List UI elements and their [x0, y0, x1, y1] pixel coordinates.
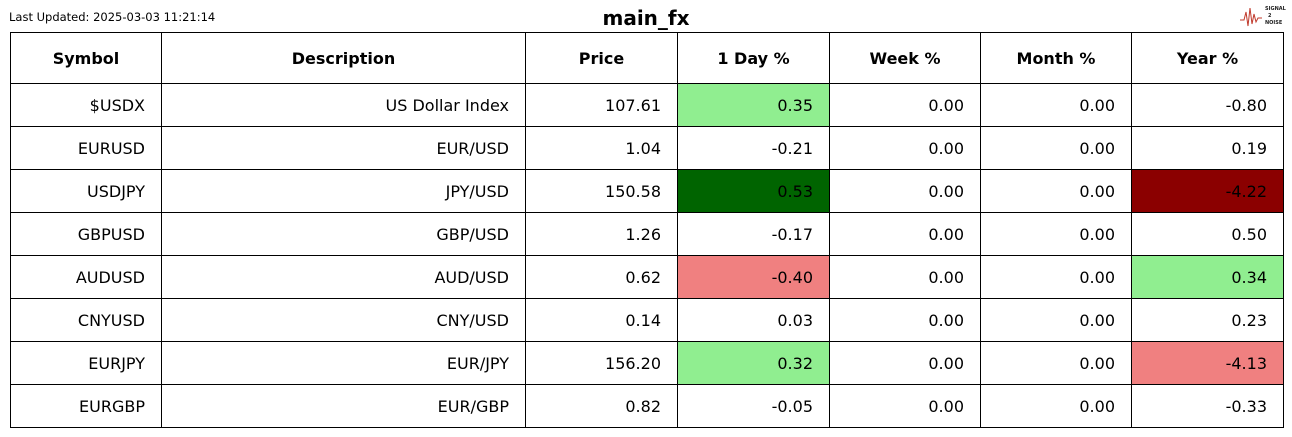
table-cell: 0.00 — [980, 212, 1132, 256]
table-body: $USDX US Dollar Index 107.61 0.35 0.00 0.00 -0… — [10, 83, 1284, 428]
table-cell: USDJPY — [10, 169, 162, 213]
table-cell: 0.00 — [829, 298, 981, 342]
column-header: Year % — [1131, 32, 1284, 84]
column-header: Description — [161, 32, 526, 84]
table-cell: -0.21 — [677, 126, 830, 170]
table-cell: -0.33 — [1131, 384, 1284, 428]
table-cell: GBPUSD — [10, 212, 162, 256]
table-cell: EURJPY — [10, 341, 162, 385]
table-row: USDJPY JPY/USD 150.58 0.53 0.00 0.00 -4.22 — [10, 169, 1284, 213]
table-cell: EURGBP — [10, 384, 162, 428]
table-cell: CNY/USD — [161, 298, 526, 342]
logo-text: 2 — [1268, 13, 1272, 19]
table-cell: 0.00 — [980, 255, 1132, 299]
table-cell: EURUSD — [10, 126, 162, 170]
table-cell: 0.00 — [980, 169, 1132, 213]
table-cell: GBP/USD — [161, 212, 526, 256]
table-row: $USDX US Dollar Index 107.61 0.35 0.00 0.00 -0… — [10, 83, 1284, 127]
table-cell: 107.61 — [525, 83, 678, 127]
table-cell: $USDX — [10, 83, 162, 127]
table-cell: CNYUSD — [10, 298, 162, 342]
table-cell: 0.62 — [525, 255, 678, 299]
table-cell: 0.00 — [980, 126, 1132, 170]
logo-text: NOISE — [1265, 20, 1283, 26]
table-cell: 0.03 — [677, 298, 830, 342]
table-cell: AUDUSD — [10, 255, 162, 299]
table-cell: 0.00 — [980, 384, 1132, 428]
table-cell: 1.04 — [525, 126, 678, 170]
table-row: EURGBP EUR/GBP 0.82 -0.05 0.00 0.00 -0.33 — [10, 384, 1284, 428]
table-cell: 0.00 — [829, 126, 981, 170]
table-cell: 0.82 — [525, 384, 678, 428]
table-cell: 0.00 — [829, 83, 981, 127]
table-cell: 0.14 — [525, 298, 678, 342]
table-cell: 0.00 — [980, 341, 1132, 385]
title: main_fx — [602, 6, 690, 30]
column-header: Price — [525, 32, 678, 84]
table-cell: 0.00 — [980, 83, 1132, 127]
table-cell: -0.17 — [677, 212, 830, 256]
highlighted-cell: -4.13 — [1131, 341, 1284, 385]
highlighted-cell: 0.32 — [677, 341, 830, 385]
column-header: Week % — [829, 32, 981, 84]
table: Symbol Description Price 1 Day % Week % Month… — [10, 32, 1284, 428]
table-row: EURUSD EUR/USD 1.04 -0.21 0.00 0.00 0.19 — [10, 126, 1284, 170]
logo-wave — [1240, 7, 1262, 27]
table-row: GBPUSD GBP/USD 1.26 -0.17 0.00 0.00 0.50 — [10, 212, 1284, 256]
highlighted-cell: -0.40 — [677, 255, 830, 299]
column-header: 1 Day % — [677, 32, 830, 84]
table-cell: 156.20 — [525, 341, 678, 385]
highlighted-cell: -4.22 — [1131, 169, 1284, 213]
highlighted-cell: 0.53 — [677, 169, 830, 213]
table-cell: -0.80 — [1131, 83, 1284, 127]
table-row: CNYUSD CNY/USD 0.14 0.03 0.00 0.00 0.23 — [10, 298, 1284, 342]
table-cell: EUR/USD — [161, 126, 526, 170]
table-cell: 0.00 — [829, 384, 981, 428]
table-cell: 0.00 — [829, 255, 981, 299]
table-cell: -0.05 — [677, 384, 830, 428]
table-cell: 0.00 — [980, 298, 1132, 342]
table-cell: 0.00 — [829, 212, 981, 256]
table-cell: 150.58 — [525, 169, 678, 213]
table-cell: 1.26 — [525, 212, 678, 256]
table-cell: 0.50 — [1131, 212, 1284, 256]
table-row: AUDUSD AUD/USD 0.62 -0.40 0.00 0.00 0.34 — [10, 255, 1284, 299]
column-header: Symbol — [10, 32, 162, 84]
table-cell: EUR/JPY — [161, 341, 526, 385]
table-cell: 0.00 — [829, 169, 981, 213]
highlighted-cell: 0.34 — [1131, 255, 1284, 299]
table-cell: 0.19 — [1131, 126, 1284, 170]
table-cell: 0.23 — [1131, 298, 1284, 342]
table-cell: AUD/USD — [161, 255, 526, 299]
table-row: EURJPY EUR/JPY 156.20 0.32 0.00 0.00 -4.13 — [10, 341, 1284, 385]
header-row: Symbol Description Price 1 Day % Week % Month… — [10, 32, 1284, 84]
highlighted-cell: 0.35 — [677, 83, 830, 127]
table-cell: EUR/GBP — [161, 384, 526, 428]
table-cell: 0.00 — [829, 341, 981, 385]
logo-text: SIGNAL — [1265, 6, 1287, 12]
table-cell: US Dollar Index — [161, 83, 526, 127]
logo: SIGNAL 2 NOISE — [1240, 6, 1287, 27]
column-header: Month % — [980, 32, 1132, 84]
last-updated: Last Updated: 2025-03-03 11:21:14 — [9, 10, 216, 24]
table-cell: JPY/USD — [161, 169, 526, 213]
